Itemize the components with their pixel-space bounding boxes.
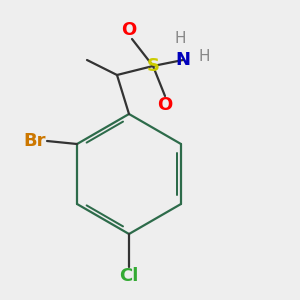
Text: O: O [158,96,172,114]
Text: Br: Br [24,132,46,150]
Text: Cl: Cl [119,267,139,285]
Text: N: N [176,51,190,69]
Text: H: H [198,50,210,64]
Text: H: H [174,32,186,46]
Text: O: O [122,21,136,39]
Text: S: S [146,57,160,75]
